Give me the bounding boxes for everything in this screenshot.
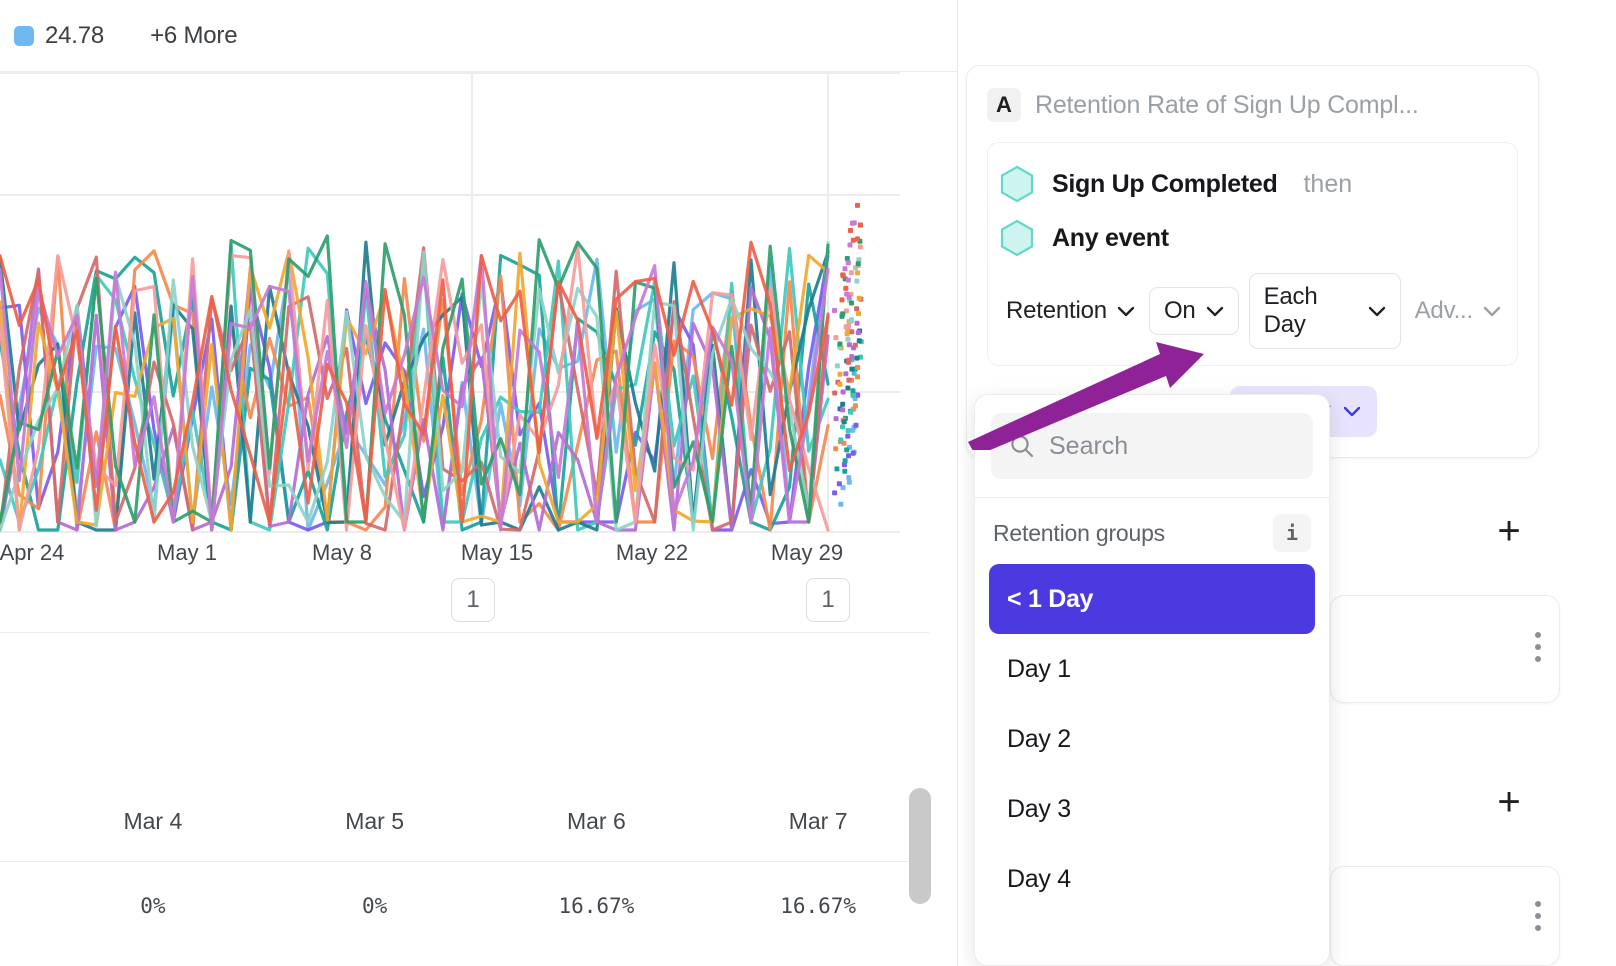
table-header-mar-5: Mar 5: [263, 780, 486, 862]
dropdown-group-label: Retention groups: [993, 519, 1165, 546]
table-header-mar-7: Mar 7: [707, 780, 929, 862]
table-cell-0-3: 16.67%: [780, 894, 857, 918]
table-cell-pad: [0, 862, 42, 919]
chevron-down-icon: [1483, 306, 1501, 316]
table-cell-0-1: 0%: [361, 894, 388, 918]
control-operator-label: On: [1163, 297, 1196, 324]
chart-section-divider: [0, 632, 929, 633]
table-header-mar-4: Mar 4: [42, 780, 264, 862]
side-card-2[interactable]: [1330, 866, 1560, 966]
line-chart-plot[interactable]: [0, 72, 957, 534]
query-step-0[interactable]: Sign Up Completed then: [1000, 157, 1505, 211]
chart-series-group: [0, 234, 830, 532]
control-measure[interactable]: Retention: [1002, 291, 1139, 331]
table-header-mar-6: Mar 6: [485, 780, 708, 862]
dropdown-search-input[interactable]: [1049, 431, 1295, 461]
dropdown-item-lt-1-day[interactable]: < 1 Day: [989, 564, 1315, 634]
hexagon-icon: [1000, 219, 1034, 257]
query-card-title[interactable]: Retention Rate of Sign Up Compl...: [1035, 90, 1419, 119]
control-operator[interactable]: On: [1148, 287, 1239, 335]
control-granularity-label: Each Day: [1263, 283, 1318, 338]
x-tick-2: May 8: [312, 540, 372, 565]
control-measure-label: Retention: [1006, 297, 1107, 324]
add-panel-button-1[interactable]: +: [1497, 509, 1521, 553]
chevron-down-icon: [1206, 306, 1223, 316]
table-header-row: Mar 4 Mar 5 Mar 6 Mar 7: [0, 780, 929, 862]
query-card-title-row[interactable]: A Retention Rate of Sign Up Compl...: [987, 84, 1518, 126]
chart-pane: 24.78 +6 More Apr 24 May 1 M: [0, 0, 957, 966]
dropdown-item-day-1[interactable]: Day 1: [1007, 654, 1071, 683]
x-tick-0: Apr 24: [0, 540, 65, 565]
chevron-down-icon: [1117, 306, 1135, 316]
control-granularity[interactable]: Each Day: [1248, 273, 1401, 349]
table-scrollbar-track[interactable]: [929, 632, 957, 966]
query-controls-row: Retention On Each Day: [1000, 273, 1505, 349]
chart-svg: [0, 72, 900, 533]
hexagon-icon: [1000, 165, 1034, 203]
query-step-0-label: Sign Up Completed: [1052, 169, 1278, 198]
chart-forecast-dots: [832, 202, 864, 507]
retention-table: Mar 4 Mar 5 Mar 6 Mar 7 0% 0% 16.67% 16.…: [0, 780, 929, 918]
query-steps-box: Sign Up Completed then Any event Retenti…: [987, 142, 1518, 366]
chart-page-box-2[interactable]: 1: [806, 578, 850, 622]
x-tick-4: May 22: [615, 540, 689, 565]
pane-divider: [957, 0, 958, 966]
info-icon[interactable]: i: [1273, 514, 1311, 552]
table-header-pad: [0, 780, 42, 862]
query-step-0-suffix: then: [1303, 169, 1353, 198]
table-row: 0% 0% 16.67% 16.67%: [0, 862, 929, 919]
kebab-icon[interactable]: [1535, 632, 1541, 662]
side-card-1[interactable]: [1330, 595, 1560, 703]
legend-color-swatch: [14, 25, 34, 46]
dropdown-item-day-2[interactable]: Day 2: [1007, 724, 1071, 753]
x-tick-3: May 15: [460, 540, 534, 565]
chevron-down-icon: [1368, 306, 1385, 316]
search-icon: [1011, 435, 1034, 458]
control-advanced-label: Adv...: [1414, 297, 1474, 324]
control-advanced[interactable]: Adv...: [1411, 291, 1505, 331]
retention-group-dropdown: Retention groups i < 1 Day Day 1 Day 2 D…: [974, 394, 1330, 966]
legend-more-button[interactable]: +6 More: [150, 21, 238, 49]
add-panel-button-2[interactable]: +: [1497, 780, 1521, 824]
x-tick-1: May 1: [157, 540, 217, 565]
chevron-down-icon: [1343, 406, 1360, 417]
dropdown-group-header: Retention groups i: [975, 498, 1329, 564]
query-step-1[interactable]: Any event: [1000, 211, 1505, 265]
chart-x-axis: Apr 24 May 1 May 8 May 15 May 22 May 29: [0, 534, 900, 578]
query-builder-pane: A Retention Rate of Sign Up Compl... Sig…: [958, 0, 1616, 966]
legend-value: 24.78: [45, 21, 105, 49]
dropdown-divider: [975, 497, 1329, 498]
table-cell-0-2: 16.67%: [558, 894, 635, 918]
query-step-1-label: Any event: [1052, 223, 1169, 252]
query-badge-letter: A: [987, 88, 1021, 122]
dropdown-item-day-4[interactable]: Day 4: [1007, 864, 1071, 893]
kebab-icon[interactable]: [1535, 901, 1541, 931]
chart-legend: 24.78 +6 More: [0, 0, 957, 72]
x-tick-5: May 29: [770, 540, 844, 565]
table-scrollbar-thumb[interactable]: [909, 788, 931, 904]
dropdown-item-day-3[interactable]: Day 3: [1007, 794, 1071, 823]
table-cell-0-0: 0%: [140, 894, 166, 918]
chart-page-box-1[interactable]: 1: [451, 578, 495, 622]
dropdown-search-box[interactable]: [991, 413, 1313, 479]
